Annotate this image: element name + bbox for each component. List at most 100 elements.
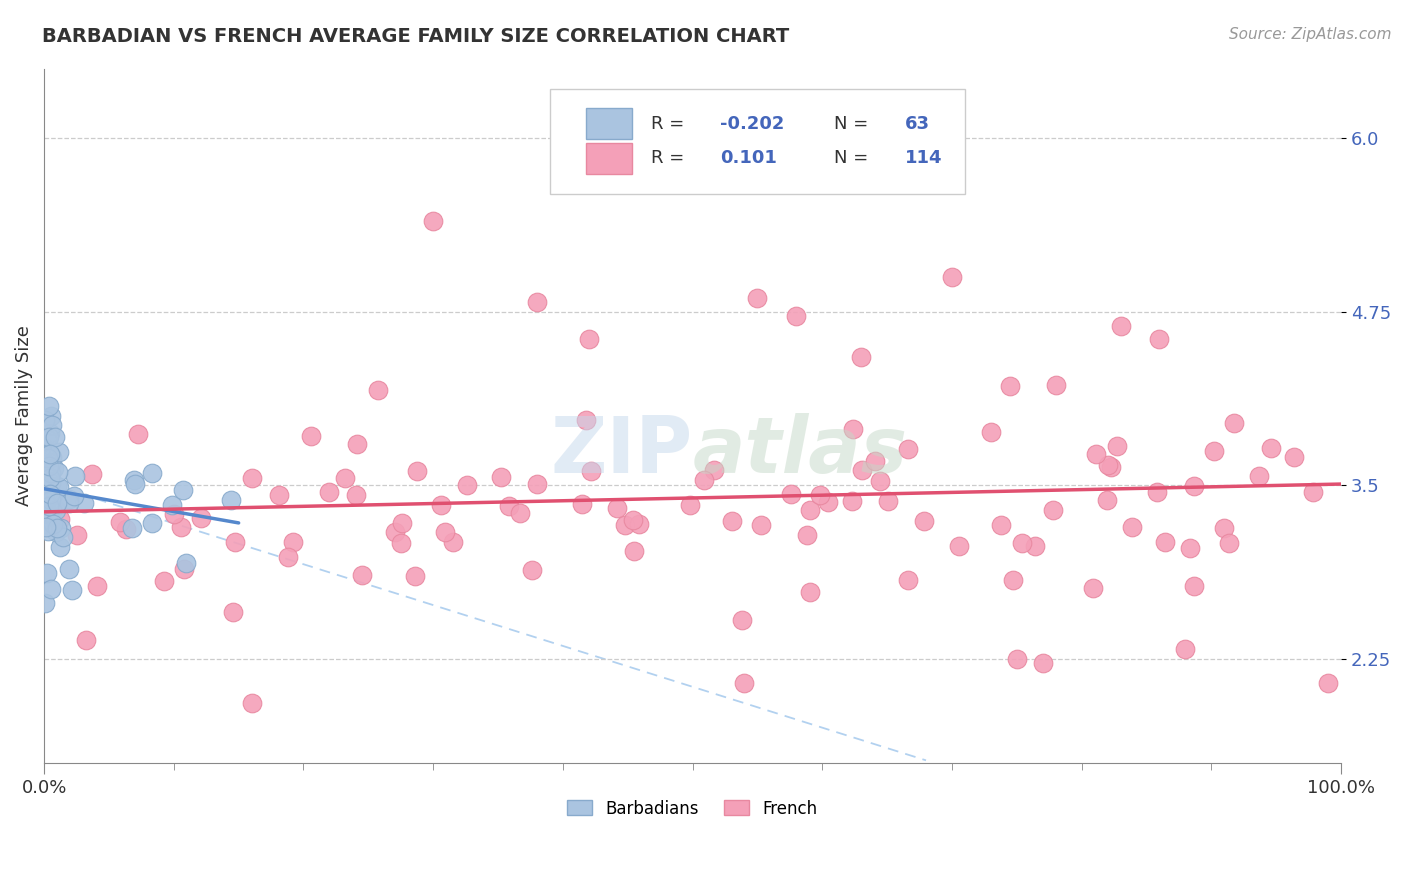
Point bbox=[433, 524, 456, 539]
Point bbox=[575, 413, 598, 427]
Point bbox=[456, 477, 478, 491]
Text: BARBADIAN VS FRENCH AVERAGE FAMILY SIZE CORRELATION CHART: BARBADIAN VS FRENCH AVERAGE FAMILY SIZE … bbox=[42, 27, 789, 45]
Point bbox=[1005, 652, 1028, 666]
Point bbox=[172, 483, 194, 498]
Point bbox=[980, 425, 1002, 440]
Point bbox=[489, 470, 512, 484]
Point bbox=[613, 517, 636, 532]
Point bbox=[240, 696, 263, 710]
Point bbox=[509, 506, 531, 520]
Point bbox=[49, 512, 72, 526]
Text: ZIP: ZIP bbox=[550, 413, 693, 489]
Point bbox=[571, 497, 593, 511]
Bar bbox=[586, 108, 631, 139]
Point bbox=[45, 525, 67, 540]
Point bbox=[628, 516, 651, 531]
Point bbox=[41, 418, 63, 433]
Point bbox=[174, 556, 197, 570]
Point bbox=[35, 446, 58, 460]
Point bbox=[46, 479, 69, 493]
Point bbox=[66, 527, 89, 541]
Point bbox=[842, 422, 865, 436]
Point bbox=[39, 425, 62, 440]
Point bbox=[124, 476, 146, 491]
Point bbox=[1182, 579, 1205, 593]
Point bbox=[990, 518, 1012, 533]
Point bbox=[721, 514, 744, 528]
Point bbox=[73, 496, 96, 510]
Point bbox=[526, 476, 548, 491]
Point bbox=[34, 483, 56, 497]
Point bbox=[318, 485, 340, 500]
Point bbox=[1202, 444, 1225, 458]
Point bbox=[1149, 333, 1171, 347]
Point bbox=[863, 454, 886, 468]
Point bbox=[46, 496, 69, 510]
Point bbox=[526, 294, 548, 309]
Point bbox=[277, 549, 299, 564]
Point bbox=[1212, 521, 1234, 535]
Point bbox=[1000, 378, 1022, 392]
Point bbox=[153, 574, 176, 588]
Point bbox=[876, 493, 898, 508]
Point bbox=[283, 535, 305, 549]
Point bbox=[38, 399, 60, 413]
Point bbox=[520, 563, 543, 577]
Point bbox=[1099, 459, 1122, 474]
Point bbox=[643, 131, 665, 145]
Point bbox=[333, 471, 356, 485]
Point bbox=[63, 469, 86, 483]
Point bbox=[799, 585, 821, 599]
Point bbox=[1107, 439, 1129, 453]
Point bbox=[1223, 416, 1246, 430]
Point bbox=[578, 333, 600, 347]
Point bbox=[1109, 318, 1132, 333]
Point bbox=[851, 463, 873, 477]
Point bbox=[46, 521, 69, 535]
Text: N =: N = bbox=[834, 150, 875, 168]
Point bbox=[163, 508, 186, 522]
Point bbox=[35, 433, 58, 447]
Text: 0.101: 0.101 bbox=[720, 150, 776, 168]
Point bbox=[34, 448, 56, 462]
Point bbox=[219, 493, 242, 508]
Point bbox=[346, 437, 368, 451]
Point bbox=[60, 582, 83, 597]
Point bbox=[48, 444, 70, 458]
Point bbox=[731, 614, 754, 628]
Point bbox=[808, 488, 831, 502]
Point bbox=[63, 489, 86, 503]
Point bbox=[1146, 485, 1168, 500]
Point bbox=[38, 500, 60, 514]
Point bbox=[37, 566, 59, 580]
Point bbox=[779, 487, 801, 501]
Point bbox=[841, 494, 863, 508]
Point bbox=[1174, 642, 1197, 657]
Point bbox=[1045, 378, 1067, 392]
Point bbox=[86, 579, 108, 593]
Point bbox=[1001, 573, 1024, 587]
Point bbox=[367, 383, 389, 397]
Point bbox=[39, 456, 62, 470]
Point bbox=[391, 516, 413, 531]
Point bbox=[912, 514, 935, 528]
Point bbox=[34, 441, 56, 455]
Point bbox=[39, 471, 62, 485]
Point bbox=[1083, 581, 1105, 595]
Point bbox=[34, 596, 56, 610]
Point bbox=[35, 520, 58, 534]
Point bbox=[1182, 479, 1205, 493]
Point bbox=[34, 492, 56, 507]
Point bbox=[1024, 539, 1046, 553]
Point bbox=[799, 503, 821, 517]
Point bbox=[222, 605, 245, 619]
Point bbox=[1249, 469, 1271, 483]
FancyBboxPatch shape bbox=[550, 89, 965, 194]
Point bbox=[1302, 485, 1324, 500]
Point bbox=[621, 513, 644, 527]
Point bbox=[796, 528, 818, 542]
Point bbox=[299, 429, 322, 443]
Point bbox=[34, 413, 56, 427]
Point bbox=[38, 507, 60, 521]
Point bbox=[46, 465, 69, 479]
